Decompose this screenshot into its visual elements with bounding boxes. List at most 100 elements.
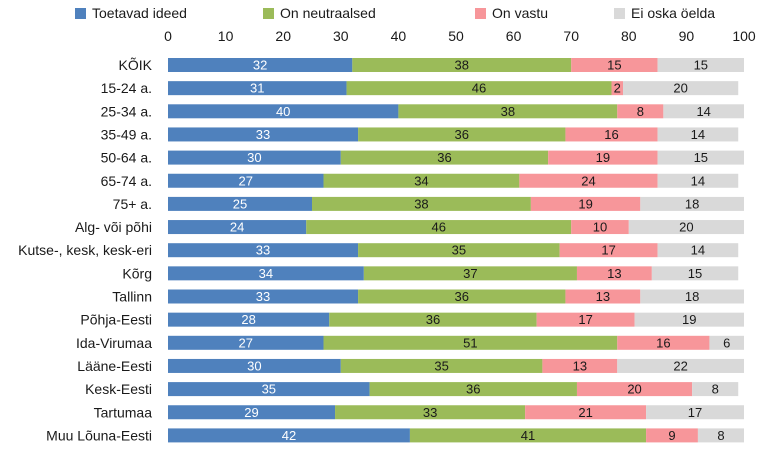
legend-swatch [75,7,86,19]
data-label-on-vastu-alg-voi-pohi: 10 [593,220,607,235]
data-label-on-neutraalsed-15-24-a: 46 [472,81,486,96]
bar-ei-oska-oelda-ida-virumaa [709,335,744,350]
data-label-on-neutraalsed-muu-louna-eesti: 41 [521,428,535,443]
category-label-35-49-a: 35-49 a. [101,126,152,142]
bar-toetavad-ideed-65-74-a [168,173,324,188]
bar-toetavad-ideed-tartumaa [168,405,336,420]
bar-ei-oska-oelda-kesk-eesti [692,382,739,397]
data-label-on-neutraalsed-25-34-a: 38 [501,104,515,119]
data-label-on-neutraalsed-tartumaa: 33 [423,405,437,420]
data-label-on-neutraalsed-50-64-a: 36 [437,150,451,165]
category-label-muu-louna-eesti: Muu Lõuna-Eesti [46,427,152,443]
bar-on-vastu-pohja-eesti [536,312,635,327]
bar-on-vastu-laane-eesti [542,358,618,373]
bar-ei-oska-oelda-15-24-a [623,81,739,96]
data-label-on-neutraalsed-kesk-eesti: 36 [466,382,480,397]
data-label-on-vastu-kesk-eesti: 20 [627,382,641,397]
data-label-on-vastu-korg: 13 [607,266,621,281]
x-tick-label-0: 0 [164,28,172,44]
bar-on-neutraalsed-alg-voi-pohi [306,220,572,235]
data-label-ei-oska-oelda-kutse-kesk-kesk-eri: 14 [691,243,705,258]
category-label-kesk-eesti: Kesk-Eesti [85,381,152,397]
bar-toetavad-ideed-koik [168,58,353,72]
bar-toetavad-ideed-35-49-a [168,127,359,142]
bar-on-neutraalsed-muu-louna-eesti [409,428,647,443]
data-label-ei-oska-oelda-laane-eesti: 22 [673,358,687,373]
x-tick-label-10: 10 [218,28,234,44]
data-label-toetavad-ideed-65-74-a: 27 [239,173,253,188]
data-label-on-neutraalsed-75-a: 38 [414,196,428,211]
data-label-ei-oska-oelda-tallinn: 18 [685,289,699,304]
bar-toetavad-ideed-15-24-a [168,81,347,96]
bar-on-vastu-tartumaa [525,405,647,420]
data-label-on-vastu-35-49-a: 16 [604,127,618,142]
data-label-ei-oska-oelda-50-64-a: 15 [694,150,708,165]
bar-on-neutraalsed-koik [352,58,572,72]
data-label-on-vastu-pohja-eesti: 17 [578,312,592,327]
data-label-ei-oska-oelda-65-74-a: 14 [691,173,705,188]
data-label-on-neutraalsed-pohja-eesti: 36 [426,312,440,327]
x-tick-label-20: 20 [275,28,291,44]
data-label-toetavad-ideed-35-49-a: 33 [256,127,270,142]
data-label-on-vastu-tartumaa: 21 [578,405,592,420]
legend-label: Toetavad ideed [92,5,187,21]
data-label-on-vastu-25-34-a: 8 [637,104,644,119]
data-label-on-vastu-75-a: 19 [578,196,592,211]
bar-on-vastu-ida-virumaa [617,335,710,350]
bar-ei-oska-oelda-muu-louna-eesti [697,428,744,443]
bar-on-vastu-35-49-a [565,127,658,142]
category-label-koik: KÕIK [119,57,153,73]
data-label-on-neutraalsed-koik: 38 [455,58,469,73]
data-label-toetavad-ideed-koik: 32 [253,58,267,73]
data-label-toetavad-ideed-50-64-a: 30 [247,150,261,165]
bar-on-vastu-50-64-a [548,150,658,165]
data-label-on-neutraalsed-35-49-a: 36 [455,127,469,142]
bar-on-vastu-korg [576,266,652,281]
data-label-ei-oska-oelda-korg: 15 [688,266,702,281]
bar-on-vastu-65-74-a [519,173,658,188]
data-label-on-neutraalsed-ida-virumaa: 51 [463,335,477,350]
data-label-toetavad-ideed-laane-eesti: 30 [247,358,261,373]
data-label-toetavad-ideed-15-24-a: 31 [250,81,264,96]
legend-item-ei-oska-oelda: Ei oska öelda [614,3,715,23]
x-tick-label-60: 60 [506,28,522,44]
bar-ei-oska-oelda-50-64-a [657,150,744,165]
legend-label: On vastu [492,5,549,21]
data-label-ei-oska-oelda-alg-voi-pohi: 20 [679,220,693,235]
category-label-25-34-a: 25-34 a. [101,103,152,119]
bar-on-vastu-kesk-eesti [576,382,693,397]
data-label-ei-oska-oelda-muu-louna-eesti: 8 [717,428,724,443]
bar-ei-oska-oelda-25-34-a [663,104,744,119]
bar-ei-oska-oelda-tartumaa [646,405,744,420]
bar-ei-oska-oelda-laane-eesti [617,358,744,373]
category-label-tallinn: Tallinn [112,289,152,305]
bar-on-vastu-25-34-a [617,104,664,119]
data-label-on-vastu-50-64-a: 19 [596,150,610,165]
x-tick-label-70: 70 [563,28,579,44]
data-label-toetavad-ideed-korg: 34 [259,266,273,281]
data-label-toetavad-ideed-muu-louna-eesti: 42 [282,428,296,443]
legend-label: Ei oska öelda [631,5,716,21]
bar-toetavad-ideed-korg [168,266,364,281]
x-tick-label-40: 40 [391,28,407,44]
bar-toetavad-ideed-pohja-eesti [168,312,330,327]
data-label-on-vastu-15-24-a: 2 [614,81,621,96]
bar-toetavad-ideed-ida-virumaa [168,335,324,350]
bar-on-vastu-75-a [530,196,641,211]
data-label-on-neutraalsed-65-74-a: 34 [414,173,428,188]
bar-toetavad-ideed-muu-louna-eesti [168,428,410,443]
data-label-on-vastu-kutse-kesk-kesk-eri: 17 [601,243,615,258]
data-label-toetavad-ideed-pohja-eesti: 28 [241,312,255,327]
data-label-on-vastu-ida-virumaa: 16 [656,335,670,350]
data-label-on-vastu-65-74-a: 24 [581,173,595,188]
bar-on-neutraalsed-kutse-kesk-kesk-eri [358,243,560,258]
bar-ei-oska-oelda-korg [651,266,739,281]
legend-label: On neutraalsed [280,5,376,21]
category-label-50-64-a: 50-64 a. [101,150,152,166]
bar-toetavad-ideed-75-a [168,196,312,211]
category-label-ida-virumaa: Ida-Virumaa [76,335,152,351]
bar-on-neutraalsed-tallinn [358,289,566,304]
bar-ei-oska-oelda-65-74-a [657,173,739,188]
data-label-ei-oska-oelda-tartumaa: 17 [688,405,702,420]
bar-toetavad-ideed-alg-voi-pohi [168,220,307,235]
